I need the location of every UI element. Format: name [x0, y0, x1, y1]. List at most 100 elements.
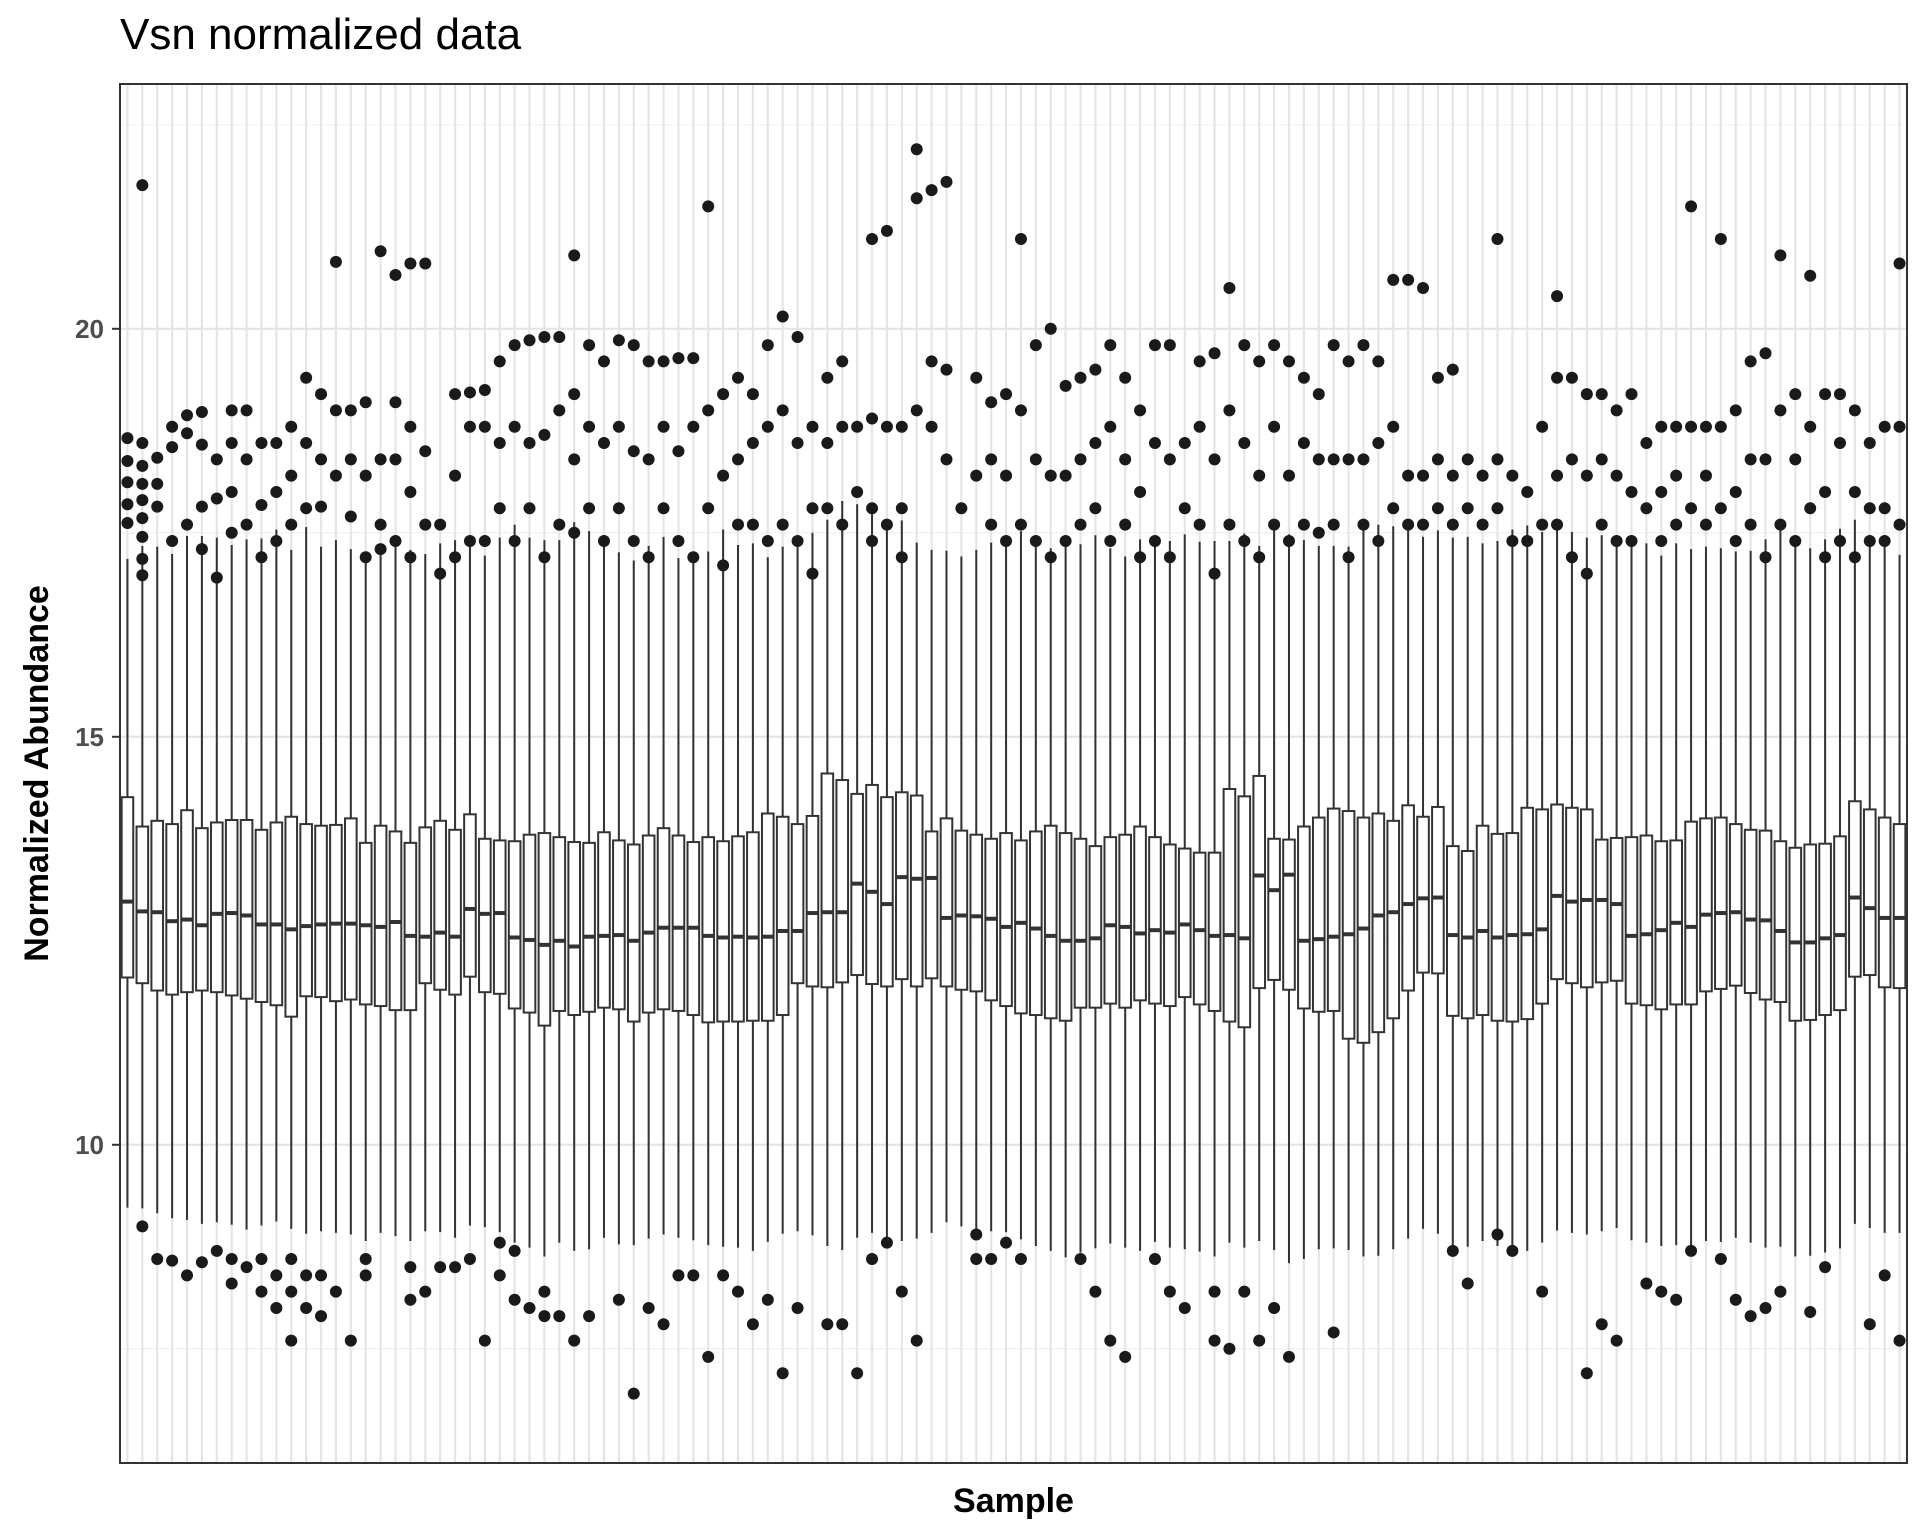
outlier-point — [1148, 534, 1161, 547]
outlier-point — [1342, 453, 1355, 466]
panel-border — [119, 83, 1908, 1464]
sample-box — [418, 554, 433, 1232]
outlier-point — [1417, 518, 1430, 531]
outlier-point — [1789, 534, 1802, 547]
sample-box — [612, 552, 626, 1245]
outlier-point — [1610, 469, 1623, 482]
sample-box — [1311, 545, 1326, 1250]
outlier-point — [717, 388, 730, 401]
outlier-point — [583, 339, 596, 352]
iqr-box — [1282, 838, 1296, 991]
sample-box — [969, 549, 984, 1231]
outlier-point — [136, 552, 149, 565]
sample-box — [209, 537, 224, 1223]
sample-box — [478, 555, 492, 1228]
iqr-box — [1788, 846, 1803, 1022]
outlier-point — [732, 1285, 745, 1298]
outlier-point — [538, 330, 551, 343]
outlier-point — [166, 441, 179, 454]
outlier-point — [225, 526, 238, 539]
outlier-point — [1699, 420, 1712, 433]
sample-box — [1505, 529, 1520, 1256]
outlier-point — [940, 453, 953, 466]
iqr-box — [865, 783, 879, 986]
outlier-point — [240, 404, 253, 417]
outlier-point — [717, 469, 730, 482]
sample-box — [746, 543, 760, 1251]
outlier-point — [195, 438, 208, 451]
outlier-point — [672, 352, 685, 365]
outlier-point — [1565, 453, 1578, 466]
outlier-point — [1640, 1277, 1653, 1290]
outlier-point — [1193, 518, 1206, 531]
outlier-point — [1431, 453, 1444, 466]
outlier-point — [121, 432, 134, 445]
iqr-box — [656, 827, 671, 1011]
outlier-point — [1536, 420, 1549, 433]
outlier-point — [1625, 388, 1638, 401]
outlier-point — [359, 1253, 372, 1266]
outlier-point — [344, 510, 357, 523]
outlier-point — [1044, 469, 1057, 482]
outlier-point — [1119, 1350, 1132, 1363]
outlier-point — [1789, 453, 1802, 466]
sample-box — [1133, 539, 1147, 1251]
outlier-point — [136, 569, 149, 582]
outlier-point — [687, 1269, 700, 1282]
outlier-point — [1759, 347, 1772, 360]
sample-box — [1058, 542, 1073, 1258]
outlier-point — [404, 257, 417, 270]
outlier-point — [344, 404, 357, 417]
outlier-point — [612, 1293, 625, 1306]
outlier-point — [1521, 534, 1534, 547]
iqr-box — [284, 815, 299, 1018]
iqr-box — [1639, 834, 1654, 1007]
sample-box — [1565, 531, 1579, 1233]
iqr-box — [1207, 851, 1222, 1012]
sample-box — [1669, 543, 1683, 1246]
iqr-box — [641, 834, 656, 1014]
outlier-point — [1297, 371, 1310, 384]
outlier-point — [1089, 1285, 1102, 1298]
outlier-point — [1297, 518, 1310, 531]
outlier-point — [1208, 453, 1221, 466]
outlier-point — [1551, 469, 1564, 482]
outlier-point — [404, 420, 417, 433]
outlier-point — [1208, 567, 1221, 580]
sample-box — [150, 546, 165, 1214]
outlier-point — [568, 388, 581, 401]
outlier-point — [300, 1269, 313, 1282]
outlier-point — [1833, 534, 1846, 547]
iqr-box — [299, 823, 313, 998]
sample-box — [1684, 549, 1698, 1251]
outlier-point — [1670, 1293, 1683, 1306]
outlier-point — [419, 1285, 432, 1298]
sample-box — [954, 556, 969, 1227]
outlier-point — [1804, 502, 1817, 515]
outlier-point — [925, 355, 938, 368]
iqr-box — [1326, 807, 1341, 1012]
outlier-point — [1461, 502, 1474, 515]
iqr-box — [239, 819, 254, 1000]
outlier-point — [166, 1254, 179, 1267]
iqr-box — [1043, 824, 1058, 1020]
sample-box — [1416, 536, 1430, 1229]
outlier-point — [508, 1293, 521, 1306]
outlier-point — [895, 502, 908, 515]
outlier-point — [642, 453, 655, 466]
outlier-point — [136, 459, 149, 472]
outlier-point — [597, 355, 610, 368]
outlier-point — [1491, 502, 1504, 515]
outlier-point — [359, 469, 372, 482]
sample-box — [1475, 543, 1490, 1242]
iqr-box — [1133, 825, 1147, 1002]
sample-box — [1699, 546, 1713, 1242]
outlier-point — [761, 339, 774, 352]
outlier-point — [657, 502, 670, 515]
outlier-point — [1670, 469, 1683, 482]
x-axis-title: Sample — [953, 1482, 1074, 1520]
sample-box — [344, 549, 358, 1235]
iqr-box — [1803, 843, 1818, 1021]
outlier-point — [1774, 249, 1787, 262]
sample-box — [626, 560, 641, 1246]
